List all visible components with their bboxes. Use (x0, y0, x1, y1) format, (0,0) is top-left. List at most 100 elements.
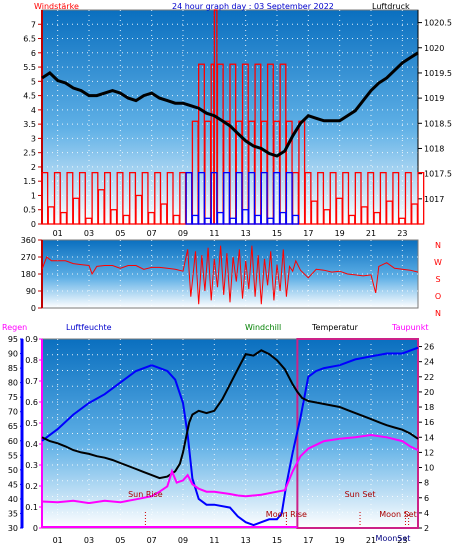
rain-y-tick-label: 0.9 (25, 335, 38, 344)
compass-letter: S (435, 275, 440, 284)
wind-y-tick-label: 0 (31, 220, 36, 229)
wind-y-tick-label: 6.5 (23, 35, 36, 44)
humidity-y-tick-label: 30 (8, 524, 18, 533)
climate-x-tick-label: 03 (84, 536, 94, 545)
climate-x-tick-label: 01 (53, 536, 63, 545)
rain-y-tick-label: 0.4 (25, 440, 38, 449)
pressure-y-tick-label: 1019 (424, 94, 444, 103)
wind-gust-bar (392, 171, 400, 225)
wind-gust-bar (342, 171, 350, 225)
pressure-y-tick-label: 1019.5 (424, 69, 452, 78)
direction-y-tick-label: 180 (21, 270, 36, 279)
wind-y-tick-label: 4.5 (23, 92, 36, 101)
wind-speed-bar (248, 171, 256, 225)
compass-letter: N (435, 241, 441, 250)
pressure-y-tick-label: 1020 (424, 44, 444, 53)
wind-gust-bar (379, 171, 387, 225)
wind-direction-line (41, 245, 419, 305)
humidity-y-tick-label: 50 (8, 466, 18, 475)
wind-speed-bar (235, 171, 243, 225)
wind-gust-bar (304, 171, 312, 225)
wind-gust-bar (41, 171, 49, 225)
temperature-y-tick-label: 12 (424, 448, 434, 457)
wind-x-tick-label: 09 (178, 229, 188, 238)
climate-x-tick-label: 09 (178, 536, 188, 545)
rain-y-tick-label: 0.2 (25, 482, 38, 491)
rain-label: Regen (2, 323, 27, 332)
temperature-y-tick-label: 20 (424, 388, 434, 397)
wind-x-tick-label: 13 (241, 229, 251, 238)
temperature-y-tick-label: 18 (424, 403, 434, 412)
wind-gust-bar (141, 171, 149, 225)
wind-y-tick-label: 1 (31, 191, 36, 200)
rain-y-tick-label: 0.3 (25, 461, 38, 470)
wind-gust-bar (367, 171, 375, 225)
compass-letter: O (435, 292, 441, 301)
rain-y-tick-label: 0.6 (25, 398, 38, 407)
humidity-y-tick-label: 35 (8, 509, 18, 518)
climate-x-tick-label: 23 (397, 536, 407, 545)
direction-y-tick-label: 360 (21, 236, 36, 245)
wind-gust-bar (104, 171, 111, 225)
climate-panel-background (41, 338, 419, 529)
temperature-y-tick-label: 26 (424, 343, 434, 352)
wind-speed-bar (210, 171, 218, 225)
temperature-y-tick-label: 10 (424, 464, 434, 473)
wind-gust-bar (354, 171, 362, 225)
humidity-line (41, 346, 419, 527)
wind-gust-bar (166, 171, 174, 225)
wind-x-tick-label: 01 (53, 229, 63, 238)
climate-x-tick-label: 13 (241, 536, 251, 545)
temperature-line (41, 349, 419, 480)
climate-x-tick-label: 07 (147, 536, 157, 545)
climate-x-tick-label: 15 (272, 536, 282, 545)
astro-annotation: Sun Set (345, 490, 376, 499)
humidity-y-tick-label: 90 (8, 350, 18, 359)
wind-y-tick-label: 3.5 (23, 120, 36, 129)
wind-y-tick-label: 5.5 (23, 63, 36, 72)
dewpoint-label: Taupunkt (391, 323, 429, 332)
humidity-label: Luftfeuchte (66, 323, 112, 332)
temperature-y-tick-label: 14 (424, 433, 434, 442)
temperature-y-tick-label: 16 (424, 418, 434, 427)
temperature-y-tick-label: 4 (424, 509, 429, 518)
temperature-label: Temperatur (311, 323, 359, 332)
humidity-y-tick-label: 45 (8, 480, 18, 489)
wind-speed-bar (285, 171, 293, 225)
pressure-y-tick-label: 1017.5 (424, 170, 452, 179)
wind-x-tick-label: 05 (115, 229, 125, 238)
temperature-y-tick-label: 2 (424, 524, 429, 533)
wind-speed-bar (273, 171, 281, 225)
wind-x-tick-label: 03 (84, 229, 94, 238)
wind-x-tick-label: 21 (366, 229, 376, 238)
wind-y-tick-label: 0.5 (23, 206, 36, 215)
wind-gust-bar (116, 171, 124, 225)
pressure-line (41, 51, 419, 158)
wind-speed-bar (292, 214, 299, 225)
humidity-y-tick-label: 40 (8, 495, 18, 504)
wind-speed-bar (223, 171, 231, 225)
temperature-y-tick-label: 24 (424, 358, 434, 367)
wind-gust-bar (78, 171, 86, 225)
rain-y-tick-label: 0.1 (25, 503, 38, 512)
wind-gust-bar (154, 171, 162, 225)
climate-x-tick-label: 17 (303, 536, 313, 545)
pressure-y-tick-label: 1018.5 (424, 119, 452, 128)
wind-gust-bar (53, 171, 61, 225)
wind-y-tick-label: 2 (31, 163, 36, 172)
wind-x-tick-label: 19 (335, 229, 345, 238)
humidity-y-tick-label: 70 (8, 408, 18, 417)
wind-speed-bar (198, 171, 205, 225)
astro-annotation: Moon Set (379, 510, 416, 519)
wind-y-tick-label: 3 (31, 134, 36, 143)
wind-x-tick-label: 07 (147, 229, 157, 238)
humidity-y-tick-label: 85 (8, 364, 18, 373)
chart-title: 24 hour graph day : 03 September 2022 (172, 2, 334, 11)
pressure-axis-title: Luftdruck (372, 2, 410, 11)
wind-axis-title: Windstärke (34, 2, 79, 11)
direction-y-tick-label: 270 (21, 253, 36, 262)
humidity-y-tick-label: 75 (8, 393, 18, 402)
humidity-y-tick-label: 65 (8, 422, 18, 431)
rain-y-tick-label: 0 (33, 524, 38, 533)
